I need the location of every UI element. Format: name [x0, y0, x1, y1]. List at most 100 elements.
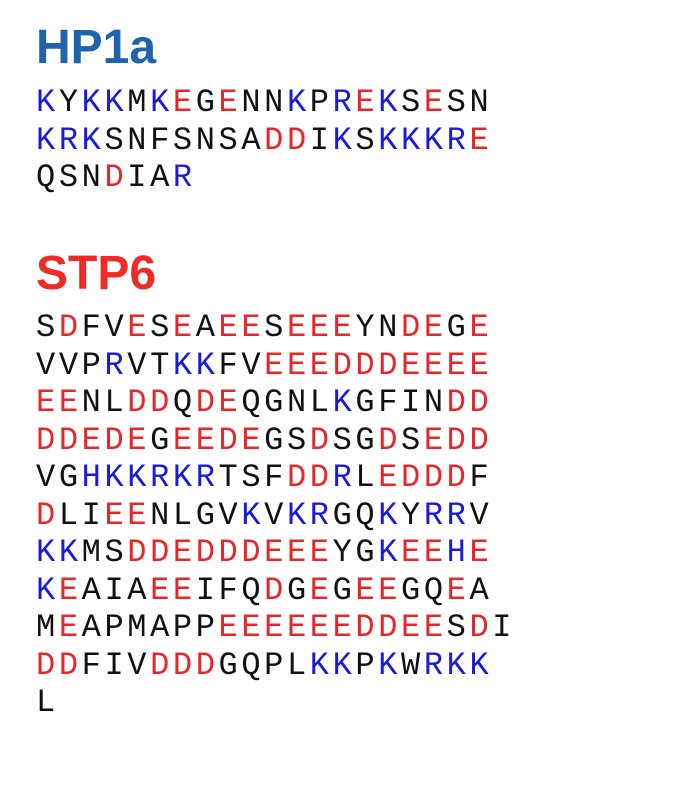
residue: K — [332, 384, 356, 421]
residue: E — [286, 534, 310, 571]
residue: S — [401, 421, 424, 459]
residue: G — [355, 421, 379, 459]
residue: G — [401, 571, 424, 609]
residue: A — [81, 571, 105, 609]
residue: L — [172, 496, 196, 534]
residue: S — [36, 309, 59, 346]
residue: N — [127, 121, 151, 159]
residue: D — [127, 384, 151, 421]
residue: D — [104, 421, 128, 459]
residue: S — [104, 121, 128, 159]
residue: N — [378, 309, 401, 346]
residue: K — [286, 496, 310, 534]
hp1a-sequence-line: KRKSNFSNSADDIKSKKKRE — [36, 122, 492, 160]
residue: S — [172, 121, 196, 159]
residue: D — [446, 421, 470, 459]
residue: D — [218, 534, 242, 571]
residue: K — [104, 84, 128, 121]
residue: R — [104, 346, 128, 384]
residue: E — [423, 534, 447, 571]
residue: D — [446, 459, 470, 496]
stp6-sequence-line: MEAPMAPPEEEEEEDDEESDI — [36, 609, 515, 647]
residue: L — [36, 684, 59, 721]
residue: E — [218, 609, 242, 646]
residue: K — [378, 496, 401, 534]
residue: L — [104, 384, 128, 421]
residue: E — [423, 609, 447, 646]
residue: S — [332, 421, 356, 459]
residue: S — [241, 459, 265, 496]
residue: I — [104, 571, 128, 609]
residue: L — [58, 496, 82, 534]
residue: G — [195, 84, 219, 121]
residue: D — [218, 421, 242, 459]
residue: Y — [58, 84, 82, 121]
residue: V — [36, 346, 59, 384]
residue: K — [286, 84, 310, 121]
residue: S — [104, 534, 128, 571]
residue: K — [36, 84, 59, 121]
residue: E — [264, 609, 287, 646]
residue: D — [172, 646, 196, 684]
residue: R — [150, 459, 173, 496]
hp1a-sequence-line: KYKKMKEGENNKPREKSESN — [36, 84, 492, 122]
residue: D — [446, 384, 470, 421]
residue: K — [172, 459, 196, 496]
residue: V — [264, 496, 287, 534]
residue: E — [127, 496, 151, 534]
residue: D — [195, 646, 219, 684]
stp6-title: STP6 — [36, 247, 157, 300]
stp6-sequence-line: DDFIVDDDGQPLKKPKWRKK — [36, 647, 515, 685]
residue: S — [446, 84, 470, 121]
residue: D — [378, 346, 401, 384]
residue: K — [127, 459, 151, 496]
residue: E — [378, 459, 401, 496]
residue: L — [286, 646, 310, 684]
residue: N — [241, 84, 265, 121]
residue: A — [150, 609, 173, 646]
residue: K — [104, 459, 128, 496]
residue: D — [378, 421, 401, 459]
residue: K — [401, 121, 424, 159]
residue: N — [469, 84, 493, 121]
residue: D — [264, 571, 287, 609]
residue: I — [492, 609, 516, 646]
residue: N — [81, 159, 105, 196]
residue: A — [81, 609, 105, 646]
residue: D — [127, 534, 151, 571]
stp6-sequence-line: SDFVESEAEESEEEYNDEGE — [36, 309, 515, 347]
residue: G — [150, 421, 173, 459]
hp1a-sequence: KYKKMKEGENNKPREKSESN KRKSNFSNSADDIKSKKKRE… — [36, 84, 492, 197]
residue: F — [218, 571, 242, 609]
residue: E — [218, 84, 242, 121]
residue: K — [469, 646, 493, 684]
residue: M — [127, 84, 151, 121]
residue: R — [446, 496, 470, 534]
residue: D — [401, 459, 424, 496]
residue: I — [81, 496, 105, 534]
residue: G — [355, 534, 379, 571]
stp6-sequence-line: KEAIAEEIFQDGEGEEGQEA — [36, 572, 515, 610]
residue: Q — [172, 384, 196, 421]
residue: E — [378, 571, 401, 609]
residue: E — [195, 421, 219, 459]
stp6-sequence-line: VVPRVTKKFVEEEDDDEEEE — [36, 347, 515, 385]
residue: E — [469, 121, 493, 159]
residue: A — [195, 309, 219, 346]
residue: V — [104, 309, 128, 346]
residue: D — [58, 421, 82, 459]
residue: W — [401, 646, 424, 684]
residue: G — [446, 309, 470, 346]
residue: G — [332, 496, 356, 534]
residue: V — [127, 346, 151, 384]
residue: E — [218, 384, 242, 421]
residue: E — [469, 534, 493, 571]
residue: I — [127, 159, 151, 196]
residue: D — [58, 646, 82, 684]
residue: H — [81, 459, 105, 496]
residue: G — [195, 496, 219, 534]
residue: K — [195, 346, 219, 384]
residue: E — [286, 346, 310, 384]
residue: R — [423, 646, 447, 684]
residue: E — [401, 346, 424, 384]
